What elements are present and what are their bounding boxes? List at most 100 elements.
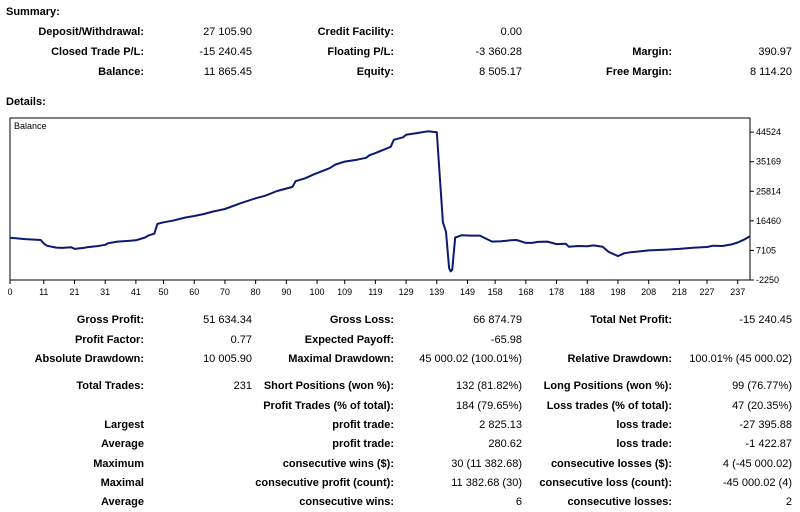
largest-loss-label: loss trade: [616, 419, 672, 431]
x-tick-label: 21 [69, 287, 79, 297]
largest-loss-value: -27 395.88 [739, 419, 792, 431]
x-tick-label: 50 [159, 287, 169, 297]
absolute-drawdown-label: Absolute Drawdown: [34, 353, 144, 365]
maximal-cons-loss-value: -45 000.02 (4) [722, 477, 792, 489]
deposit-label: Deposit/Withdrawal: [38, 26, 144, 38]
avg-cons-losses-value: 2 [785, 496, 792, 508]
floating-pl-value: -3 360.28 [475, 46, 522, 58]
total-net-profit-label: Total Net Profit: [590, 314, 672, 326]
long-positions-value: 99 (76.77%) [732, 380, 792, 392]
profit-trades-value: 184 (79.65%) [455, 400, 522, 412]
max-cons-losses-value: 4 (-45 000.02) [722, 458, 792, 470]
total-trades-value: 231 [233, 380, 252, 392]
y-tick-label: -2250 [756, 275, 779, 285]
gross-loss-value: 66 874.79 [473, 314, 522, 326]
x-tick-label: 0 [8, 287, 13, 297]
average2-label: Average [100, 496, 144, 508]
maximum-label: Maximum [93, 458, 144, 470]
profit-factor-value: 0.77 [230, 334, 252, 346]
summary-title: Summary: [6, 6, 60, 18]
long-positions-label: Long Positions (won %): [543, 380, 672, 392]
closed-pl-value: -15 240.45 [199, 46, 252, 58]
balance-chart: Balance 44524 35169 25814 16460 7105 -2250 0 11 2… [8, 117, 781, 297]
x-tick-label: 109 [337, 287, 352, 297]
x-tick-label: 218 [672, 287, 687, 297]
x-tick-label: 198 [610, 287, 625, 297]
y-tick-label: 44524 [756, 127, 781, 137]
profit-trades-label: Profit Trades (% of total): [263, 400, 394, 412]
maximal-cons-profit-value: 11 382.68 (30) [451, 477, 522, 489]
gross-profit-label: Gross Profit: [76, 314, 144, 326]
avg-cons-losses-label: consecutive losses: [567, 496, 672, 508]
short-positions-label: Short Positions (won %): [263, 380, 394, 392]
average-loss-value: -1 422.87 [745, 438, 792, 450]
plot-frame [9, 117, 751, 281]
total-net-profit-value: -15 240.45 [739, 314, 792, 326]
total-trades-label: Total Trades: [76, 380, 144, 392]
average-profit-label: profit trade: [332, 438, 394, 450]
maximal-label: Maximal [100, 477, 144, 489]
x-tick-label: 188 [580, 287, 595, 297]
x-tick-label: 70 [220, 287, 230, 297]
x-tick-label: 168 [518, 287, 533, 297]
max-cons-wins-label: consecutive wins ($): [282, 458, 394, 470]
maximal-drawdown-value: 45 000.02 (100.01%) [419, 353, 522, 365]
maximal-drawdown-label: Maximal Drawdown: [288, 353, 394, 365]
x-tick-label: 129 [399, 287, 414, 297]
max-cons-losses-label: consecutive losses ($): [550, 458, 672, 470]
x-tick-label: 237 [730, 287, 745, 297]
balance-line [9, 130, 751, 273]
x-tick-label: 41 [131, 287, 141, 297]
y-tick-label: 35169 [756, 157, 781, 167]
closed-pl-label: Closed Trade P/L: [51, 46, 144, 58]
free-margin-value: 8 114.20 [749, 66, 792, 78]
x-tick-label: 139 [429, 287, 444, 297]
equity-value: 8 505.17 [479, 66, 522, 78]
x-tick-label: 208 [641, 287, 656, 297]
balance-label: Balance: [98, 66, 144, 78]
x-tick-label: 60 [189, 287, 199, 297]
max-cons-wins-value: 30 (11 382.68) [451, 458, 522, 470]
profit-factor-label: Profit Factor: [74, 334, 144, 346]
margin-value: 390.97 [758, 46, 792, 58]
relative-drawdown-label: Relative Drawdown: [567, 353, 672, 365]
x-tick-label: 158 [488, 287, 503, 297]
details-title: Details: [6, 96, 46, 108]
x-tick-label: 31 [100, 287, 110, 297]
x-tick-label: 178 [549, 287, 564, 297]
absolute-drawdown-value: 10 005.90 [203, 353, 252, 365]
deposit-value: 27 105.90 [203, 26, 252, 38]
avg-cons-wins-label: consecutive wins: [299, 496, 394, 508]
equity-label: Equity: [356, 66, 394, 78]
average-label: Average [100, 438, 144, 450]
gross-profit-value: 51 634.34 [203, 314, 252, 326]
largest-label: Largest [104, 419, 144, 431]
chart-title: Balance [14, 121, 47, 131]
maximal-cons-loss-label: consecutive loss (count): [539, 477, 672, 489]
largest-profit-label: profit trade: [332, 419, 394, 431]
x-tick-label: 11 [39, 287, 48, 297]
balance-value: 11 865.45 [203, 66, 252, 78]
y-tick-label: 7105 [756, 245, 776, 255]
avg-cons-wins-value: 6 [515, 496, 522, 508]
y-tick-label: 25814 [756, 186, 781, 196]
largest-profit-value: 2 825.13 [479, 419, 522, 431]
short-positions-value: 132 (81.82%) [455, 380, 522, 392]
average-loss-label: loss trade: [616, 438, 672, 450]
credit-label: Credit Facility: [317, 26, 394, 38]
free-margin-label: Free Margin: [605, 66, 672, 78]
y-tick-label: 16460 [756, 216, 781, 226]
x-tick-label: 227 [699, 287, 714, 297]
margin-label: Margin: [632, 46, 672, 58]
loss-trades-label: Loss trades (% of total): [546, 400, 672, 412]
floating-pl-label: Floating P/L: [327, 46, 394, 58]
expected-payoff-value: -65.98 [490, 334, 522, 346]
x-tick-label: 149 [460, 287, 475, 297]
x-tick-label: 100 [310, 287, 325, 297]
maximal-cons-profit-label: consecutive profit (count): [255, 477, 394, 489]
loss-trades-value: 47 (20.35%) [732, 400, 792, 412]
x-tick-label: 119 [368, 287, 382, 297]
relative-drawdown-value: 100.01% (45 000.02) [689, 353, 792, 365]
expected-payoff-label: Expected Payoff: [304, 334, 394, 346]
x-tick-label: 80 [251, 287, 261, 297]
